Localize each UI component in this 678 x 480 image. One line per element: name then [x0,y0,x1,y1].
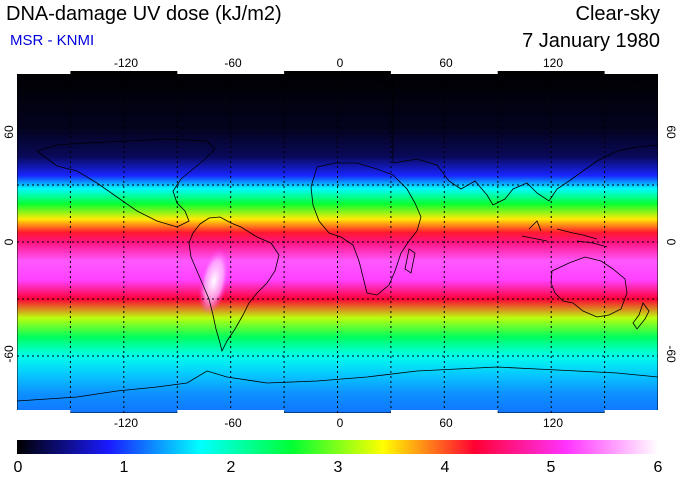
colorbar-label: 3 [333,459,343,476]
frame-segment [604,71,658,74]
lat-label-right: 0 [664,238,678,246]
frame-ticks [17,71,658,413]
lon-label-bottom: -120 [113,416,139,430]
lon-label-top: 120 [542,56,564,70]
lat-label-left: 0 [2,238,16,246]
frame-segment [604,410,658,413]
coastline-australia [550,256,628,318]
frame-segment [177,410,285,413]
colorbar [17,440,658,454]
lon-label-top: 0 [336,56,344,70]
colorbar-label: 0 [13,459,23,476]
lon-label-bottom: 60 [439,416,453,430]
coastline-south-america [188,216,280,353]
sky-condition-label: Clear-sky [575,3,660,25]
lon-label-bottom: 0 [336,416,344,430]
graticule [17,71,658,413]
colorbar-label: 6 [653,459,663,476]
lon-label-top: -120 [113,56,139,70]
coastline-africa [310,162,422,296]
frame-segment [17,71,71,74]
colorbar-label: 4 [440,459,450,476]
coastline-antarctica [17,366,658,402]
lat-label-left: -60 [2,345,16,363]
coastline-madagascar [404,248,416,274]
source-label: MSR - KNMI [10,32,95,49]
lon-label-bottom: 120 [542,416,564,430]
frame-segment [177,71,285,74]
colorbar-label: 1 [119,459,129,476]
lat-label-right: 60 [664,125,678,139]
lon-label-bottom: -60 [224,416,242,430]
map-title: DNA-damage UV dose (kJ/m2) [6,3,282,25]
colorbar-fill [17,440,658,454]
uv-dose-map [17,71,658,413]
lon-label-top: 60 [439,56,453,70]
coastlines [17,71,658,402]
lat-label-left: 60 [2,125,16,139]
colorbar-label: 2 [226,459,236,476]
frame-segment [17,410,71,413]
coastline-new-zealand [632,302,650,330]
frame-segment [390,71,498,74]
date-label: 7 January 1980 [522,30,660,52]
colorbar-label: 5 [546,459,556,476]
coastline-eurasia [392,71,658,206]
andes-peak [198,247,230,315]
lat-label-right: -60 [664,345,678,363]
lon-label-top: -60 [224,56,242,70]
coastline-north-america [36,138,216,228]
coastline-indonesia [521,220,608,248]
frame-segment [390,410,498,413]
